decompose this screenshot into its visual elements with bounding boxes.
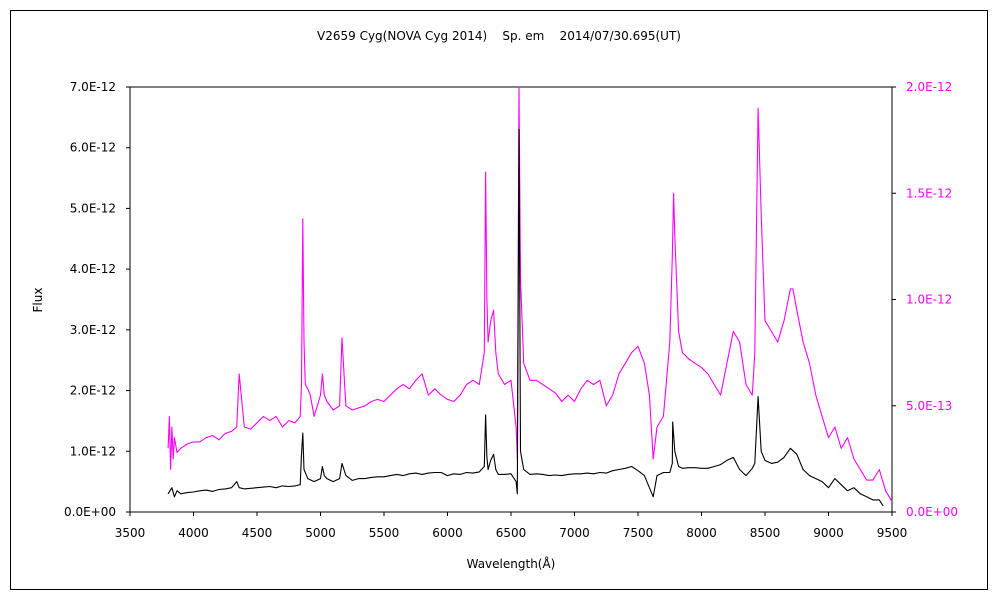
x-tick-label: 3500	[115, 526, 146, 540]
x-tick-label: 7000	[559, 526, 590, 540]
y-axis-left: 0.0E+00 1.0E-12 2.0E-12 3.0E-12 4.0E-12 5.0E-…	[64, 80, 130, 519]
y-left-tick-label: 0.0E+00	[64, 505, 116, 519]
y-left-tick-label: 1.0E-12	[70, 444, 116, 458]
x-tick-label: 4000	[178, 526, 209, 540]
x-tick-label: 5000	[305, 526, 336, 540]
y-left-tick-label: 6.0E-12	[70, 141, 116, 155]
y-left-tick-label: 2.0E-12	[70, 384, 116, 398]
y-left-tick-label: 3.0E-12	[70, 323, 116, 337]
x-tick-label: 5500	[369, 526, 400, 540]
y-right-tick-label: 0.0E+00	[906, 505, 958, 519]
series-layer	[167, 86, 893, 507]
x-tick-label: 8000	[686, 526, 717, 540]
y-axis-right: 0.0E+00 5.0E-13 1.0E-12 1.5E-12 2.0E-12	[892, 80, 958, 519]
x-tick-label: 6000	[432, 526, 463, 540]
x-axis: 3500 4000 4500 5000 5500 6000 6500 7000 7500 8000…	[115, 512, 908, 540]
x-tick-label: 9000	[813, 526, 844, 540]
y-left-tick-label: 7.0E-12	[70, 80, 116, 94]
x-axis-label: Wavelength(Å)	[467, 556, 556, 571]
chart-title: V2659 Cyg(NOVA Cyg 2014) Sp. em 2014/07/…	[317, 29, 681, 43]
series-line-black	[167, 128, 884, 507]
x-tick-label: 8500	[750, 526, 781, 540]
x-tick-label: 6500	[496, 526, 527, 540]
y-right-tick-label: 1.0E-12	[906, 293, 952, 307]
y-right-tick-label: 1.5E-12	[906, 186, 952, 200]
series-line-magenta	[167, 86, 893, 502]
y-right-tick-label: 2.0E-12	[906, 80, 952, 94]
y-axis-label: Flux	[31, 288, 45, 313]
x-tick-label: 9500	[877, 526, 908, 540]
y-left-tick-label: 4.0E-12	[70, 262, 116, 276]
y-right-tick-label: 5.0E-13	[906, 399, 952, 413]
x-tick-label: 7500	[623, 526, 654, 540]
y-left-tick-label: 5.0E-12	[70, 201, 116, 215]
plot-area	[129, 86, 893, 513]
x-tick-label: 4500	[242, 526, 273, 540]
